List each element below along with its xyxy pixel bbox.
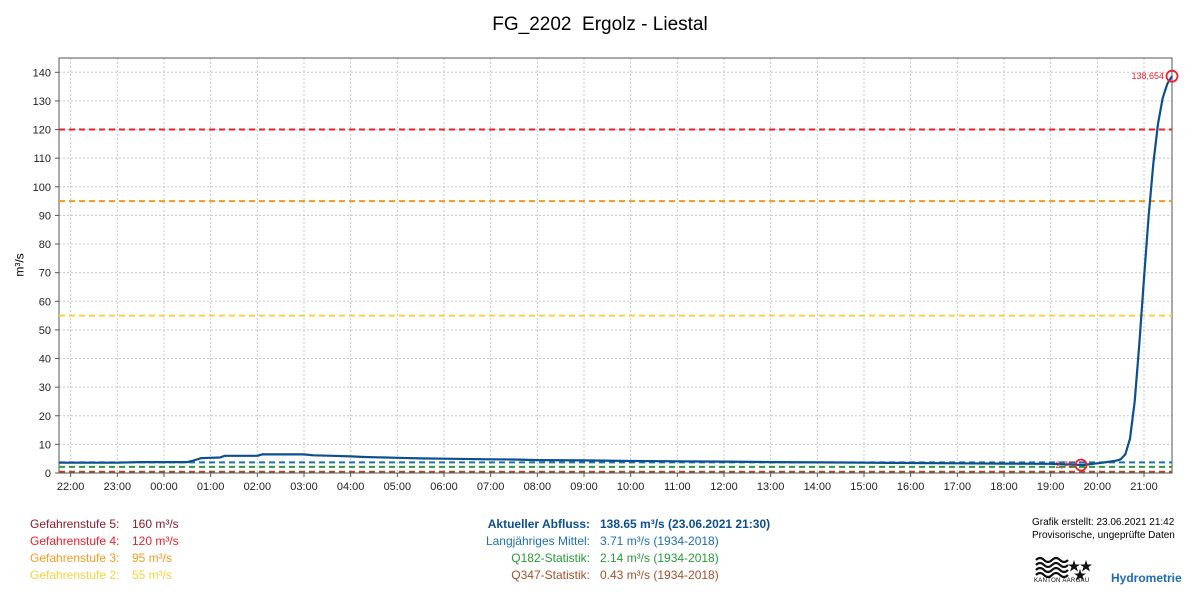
y-tick-label: 90 (39, 210, 51, 222)
danger-level-row: Gefahrenstufe 2: 55 m³/s (30, 567, 179, 584)
statistic-row: Aktueller Abfluss: 138.65 m³/s (23.06.202… (470, 516, 770, 533)
statistic-label: Q347-Statistik: (511, 568, 590, 582)
statistic-row: Langjähriges Mittel: 3.71 m³/s (1934-2018… (470, 533, 770, 550)
x-tick-label: 15:00 (850, 481, 878, 493)
x-tick-label: 03:00 (290, 481, 318, 493)
y-tick-label: 60 (39, 296, 51, 308)
annotation-label: 2,79 (1055, 460, 1073, 470)
danger-level-label: Gefahrenstufe 2: (30, 568, 120, 582)
annotation-marker (1165, 69, 1179, 83)
x-tick-label: 04:00 (337, 481, 365, 493)
graphic-meta: Grafik erstellt: 23.06.2021 21:42 Provis… (1032, 516, 1175, 542)
y-tick-label: 20 (39, 411, 51, 423)
statistic-label: Langjähriges Mittel: (485, 534, 590, 548)
chart-title: FG_2202 Ergolz - Liestal (492, 14, 708, 35)
plot-area (59, 58, 1172, 473)
danger-level-row: Gefahrenstufe 3: 95 m³/s (30, 550, 179, 567)
discharge-series-line (59, 75, 1173, 467)
y-tick-label: 80 (39, 239, 51, 251)
x-tick-label: 10:00 (617, 481, 645, 493)
danger-level-value: 55 m³/s (132, 568, 173, 582)
provisional-note: Provisorische, ungeprüfte Daten (1032, 530, 1175, 541)
y-tick-label: 40 (39, 354, 51, 366)
danger-level-value: 120 m³/s (132, 534, 179, 548)
y-tick-label: 100 (33, 182, 51, 194)
statistics-legend: Aktueller Abfluss: 138.65 m³/s (23.06.202… (470, 516, 770, 584)
danger-level-value: 95 m³/s (132, 551, 173, 565)
statistic-value: 3.71 m³/s (1934-2018) (600, 534, 719, 548)
statistic-value: 0.43 m³/s (1934-2018) (600, 568, 719, 582)
danger-level-label: Gefahrenstufe 3: (30, 551, 120, 565)
statistic-label: Aktueller Abfluss: (487, 517, 590, 531)
y-tick-label: 120 (33, 125, 51, 137)
y-tick-label: 0 (45, 468, 51, 480)
x-tick-label: 09:00 (570, 481, 598, 493)
annotation-marker (1074, 458, 1088, 472)
y-tick-label: 110 (33, 153, 51, 165)
x-tick-label: 22:00 (57, 481, 85, 493)
danger-level-row: Gefahrenstufe 4: 120 m³/s (30, 533, 179, 550)
x-tick-label: 20:00 (1084, 481, 1112, 493)
danger-level-value: 160 m³/s (132, 517, 179, 531)
annotation-label: 138,654 (1131, 71, 1164, 81)
x-tick-label: 11:00 (664, 481, 691, 493)
x-tick-label: 01:00 (197, 481, 225, 493)
created-timestamp: Grafik erstellt: 23.06.2021 21:42 (1032, 517, 1175, 528)
y-tick-label: 70 (39, 268, 51, 280)
x-tick-label: 18:00 (990, 481, 1018, 493)
statistic-value: 138.65 m³/s (23.06.2021 21:30) (600, 517, 771, 531)
danger-level-row: Gefahrenstufe 5: 160 m³/s (30, 516, 179, 533)
x-tick-label: 12:00 (710, 481, 738, 493)
x-tick-label: 08:00 (524, 481, 552, 493)
x-tick-label: 16:00 (897, 481, 925, 493)
statistic-row: Q182-Statistik: 2.14 m³/s (1934-2018) (470, 550, 770, 567)
x-tick-label: 23:00 (104, 481, 132, 493)
hydrometrie-brand: Hydrometrie (1111, 571, 1182, 585)
x-tick-label: 14:00 (804, 481, 832, 493)
logo-label: KANTON AARGAU (1034, 578, 1090, 584)
y-tick-label: 10 (39, 439, 51, 451)
x-tick-label: 13:00 (757, 481, 785, 493)
x-tick-label: 17:00 (944, 481, 972, 493)
plot-frame (58, 57, 1173, 474)
y-tick-label: 30 (39, 382, 51, 394)
statistic-label: Q182-Statistik: (511, 551, 590, 565)
danger-level-legend: Gefahrenstufe 5: 160 m³/s Gefahrenstufe 4:… (30, 516, 179, 584)
kanton-aargau-logo-icon (1035, 556, 1092, 581)
x-tick-label: 07:00 (477, 481, 505, 493)
x-tick-label: 21:00 (1130, 481, 1158, 493)
x-tick-label: 19:00 (1037, 481, 1065, 493)
x-tick-label: 00:00 (150, 481, 178, 493)
danger-level-label: Gefahrenstufe 5: (30, 517, 120, 531)
y-tick-label: 140 (33, 67, 51, 79)
danger-level-label: Gefahrenstufe 4: (30, 534, 120, 548)
x-tick-label: 05:00 (384, 481, 412, 493)
statistic-value: 2.14 m³/s (1934-2018) (600, 551, 719, 565)
x-tick-label: 06:00 (430, 481, 458, 493)
y-tick-label: 50 (39, 325, 51, 337)
statistic-row: Q347-Statistik: 0.43 m³/s (1934-2018) (470, 567, 770, 584)
y-tick-label: 130 (33, 96, 51, 108)
x-tick-label: 02:00 (244, 481, 272, 493)
